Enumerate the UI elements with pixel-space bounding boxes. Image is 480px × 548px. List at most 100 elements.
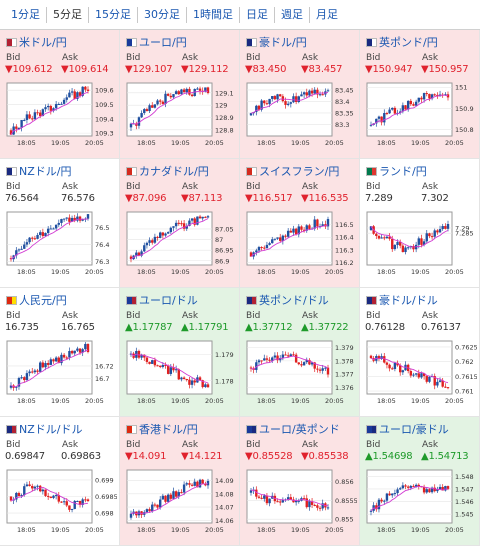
candle-body xyxy=(404,247,407,253)
candle-body xyxy=(86,343,90,352)
x-tick-label: 20:05 xyxy=(445,268,464,276)
candle-body xyxy=(401,485,405,489)
candle-body xyxy=(377,235,381,239)
y-tick-label: 86.95 xyxy=(215,247,234,255)
candle-body xyxy=(412,246,415,250)
candle-body xyxy=(20,248,23,250)
currency-tile[interactable]: スイスフラン/円 Bid Ask ▼116.517 ▼116.535 116.5 116.4… xyxy=(240,159,360,288)
candle-body xyxy=(161,495,165,500)
candle-body xyxy=(49,496,53,498)
candle-body xyxy=(145,509,149,513)
pair-title-link[interactable]: スイスフラン/円 xyxy=(246,163,339,179)
candle-body xyxy=(78,92,82,96)
candle-body xyxy=(41,109,45,117)
candle-body xyxy=(308,225,311,229)
currency-tile[interactable]: 英ポンド/円 Bid Ask ▼150.947 ▼150.957 151 150.9 150.… xyxy=(360,30,480,159)
candle-body xyxy=(174,491,178,497)
candle-body xyxy=(255,105,258,112)
candle-body xyxy=(273,355,277,358)
bid-label: Bid xyxy=(126,182,141,192)
pair-title-link[interactable]: 人民元/円 xyxy=(6,292,67,308)
bid-value: ▲1.54698 xyxy=(365,451,413,462)
ask-value: 16.765 xyxy=(61,322,95,333)
currency-tile[interactable]: 豪ドル/円 Bid Ask ▼83.450 ▼83.457 83.45 83.4 83.35 8… xyxy=(240,30,360,159)
currency-tile[interactable]: 豪ドル/ドル Bid Ask 0.76128 0.76137 0.7625 0.762 0.7… xyxy=(360,288,480,417)
currency-tile[interactable]: ランド/円 Bid Ask 7.289 7.302 7.29 7.285 18:05 19:05… xyxy=(360,159,480,288)
currency-tile[interactable]: カナダドル/円 Bid Ask ▼87.096 ▼87.113 87.05 87 86.95 8… xyxy=(120,159,240,288)
candle-body xyxy=(441,226,444,230)
pair-title-link[interactable]: 英ポンド/ドル xyxy=(246,292,329,308)
currency-tile[interactable]: ユーロ/豪ドル Bid Ask ▲1.54698 ▲1.54713 1.548 1.547 1… xyxy=(360,417,480,546)
pair-title-link[interactable]: 米ドル/円 xyxy=(6,34,67,50)
currency-tile[interactable]: NZドル/ドル Bid Ask 0.69847 0.69863 0.699 0.6985 0.… xyxy=(0,417,120,546)
currency-tile[interactable]: ユーロ/円 Bid Ask ▼129.107 ▼129.112 129.1 129 128.9… xyxy=(120,30,240,159)
candle-body xyxy=(86,499,90,502)
candle-body xyxy=(28,371,31,374)
candle-body xyxy=(276,355,279,361)
candle-body xyxy=(52,228,55,230)
candle-body xyxy=(39,232,42,235)
candle-body xyxy=(52,495,55,498)
tab-weekly[interactable]: 週足 xyxy=(274,6,309,23)
x-tick-label: 19:05 xyxy=(171,139,190,147)
pair-title-link[interactable]: NZドル/ドル xyxy=(6,421,82,437)
pair-name: 英ポンド/ドル xyxy=(259,294,329,307)
pair-title-link[interactable]: 豪ドル/円 xyxy=(246,34,307,50)
tab-daily[interactable]: 日足 xyxy=(239,6,274,23)
candle-body xyxy=(174,369,178,371)
candle-body xyxy=(409,371,413,376)
tab-30min[interactable]: 30分足 xyxy=(137,6,186,23)
x-tick-label: 18:05 xyxy=(137,397,156,405)
pair-title-link[interactable]: NZドル/円 xyxy=(6,163,71,179)
currency-tile[interactable]: NZドル/円 Bid Ask 76.564 76.576 76.5 76.4 76.3 18:0… xyxy=(0,159,120,288)
pair-title-link[interactable]: ユーロ/英ポンド xyxy=(246,421,340,437)
candle-body xyxy=(260,497,263,499)
tab-1min[interactable]: 1分足 xyxy=(11,7,40,21)
candle-body xyxy=(399,365,402,373)
pair-title-link[interactable]: 英ポンド/円 xyxy=(366,34,438,50)
bid-value: ▲1.37712 xyxy=(245,322,293,333)
pair-title-link[interactable]: ランド/円 xyxy=(366,163,427,179)
candle-body xyxy=(388,236,391,239)
x-tick-label: 20:05 xyxy=(85,268,104,276)
pair-title-link[interactable]: ユーロ/ドル xyxy=(126,292,198,308)
candle-body xyxy=(383,356,386,363)
y-tick-label: 16.72 xyxy=(95,362,114,370)
candle-body xyxy=(263,100,266,104)
moving-average-line xyxy=(10,486,89,505)
tab-5min[interactable]: 5分足 xyxy=(46,6,88,23)
y-tick-label: 14.07 xyxy=(215,504,234,512)
mini-candlestick-chart: 151 150.9 150.8 18:05 19:05 20:05 xyxy=(366,82,474,147)
currency-tile[interactable]: ユーロ/ドル Bid Ask ▲1.17787 ▲1.17791 1.179 1.178 18… xyxy=(120,288,240,417)
candle-body xyxy=(33,370,37,373)
currency-tile[interactable]: 香港ドル/円 Bid Ask ▼14.091 ▼14.121 14.09 14.08 14.0… xyxy=(120,417,240,546)
y-tick-label: 1.548 xyxy=(455,473,474,481)
currency-tile[interactable]: 英ポンド/ドル Bid Ask ▲1.37712 ▲1.37722 1.379 1.378 1… xyxy=(240,288,360,417)
pair-name: ランド/円 xyxy=(379,165,427,178)
pair-name: ユーロ/英ポンド xyxy=(259,423,340,436)
pair-title-link[interactable]: ユーロ/円 xyxy=(126,34,187,50)
tab-1hour[interactable]: 1時間足 xyxy=(186,6,239,23)
pair-title-link[interactable]: 豪ドル/ドル xyxy=(366,292,438,308)
pair-title-link[interactable]: ユーロ/豪ドル xyxy=(366,421,449,437)
ask-value: 7.302 xyxy=(421,193,449,204)
candle-body xyxy=(44,363,47,368)
candle-body xyxy=(316,505,319,508)
candle-body xyxy=(289,102,293,104)
tab-15min[interactable]: 15分足 xyxy=(88,6,137,23)
currency-tile[interactable]: ユーロ/英ポンド Bid Ask ▼0.85528 ▼0.85538 0.856 0.855… xyxy=(240,417,360,546)
pair-name: 豪ドル/円 xyxy=(259,36,307,49)
currency-tile[interactable]: 人民元/円 Bid Ask 16.735 16.765 16.72 16.7 18:05 19:… xyxy=(0,288,120,417)
candle-body xyxy=(161,232,165,236)
y-tick-label: 0.7615 xyxy=(455,373,477,381)
candle-body xyxy=(177,492,180,497)
flag-icon xyxy=(126,37,137,47)
x-tick-label: 19:05 xyxy=(411,526,430,534)
pair-title-link[interactable]: 香港ドル/円 xyxy=(126,421,198,437)
tab-monthly[interactable]: 月足 xyxy=(309,6,344,23)
candle-body xyxy=(65,501,68,506)
y-tick-label: 150.9 xyxy=(455,105,474,113)
currency-tile[interactable]: 米ドル/円 Bid Ask ▼109.612 ▼109.614 109.6 109.5 109… xyxy=(0,30,120,159)
pair-title-link[interactable]: カナダドル/円 xyxy=(126,163,209,179)
candle-body xyxy=(393,245,397,250)
